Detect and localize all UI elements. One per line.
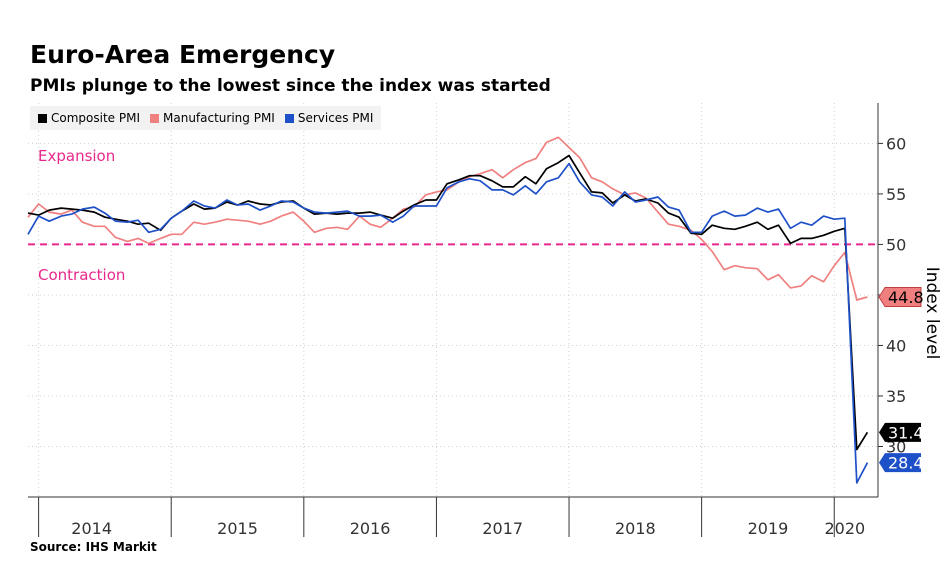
legend-item: Composite PMI xyxy=(38,111,140,125)
end-label-text: 28.4 xyxy=(888,454,924,473)
chart-subtitle: PMIs plunge to the lowest since the inde… xyxy=(30,76,551,96)
y-tick-label: 40 xyxy=(886,336,906,355)
end-label-text: 44.8 xyxy=(888,288,924,307)
legend-item: Services PMI xyxy=(284,111,374,125)
series-line-composite-pmi xyxy=(27,154,869,451)
legend-label: Services PMI xyxy=(297,111,374,125)
y-tick-label: 60 xyxy=(886,134,906,153)
end-label-services-pmi: 28.4 xyxy=(879,453,924,473)
end-label-composite-pmi: 31.4 xyxy=(879,422,924,442)
y-tick-label: 55 xyxy=(886,185,906,204)
legend-label: Manufacturing PMI xyxy=(163,111,275,125)
end-label-text: 31.4 xyxy=(888,423,924,442)
legend-swatch xyxy=(38,113,47,123)
end-labels: 31.4 44.8 28.4 xyxy=(878,286,924,473)
axes: 3035404550556020142015201620172018201920… xyxy=(28,103,906,538)
source-note: Source: IHS Markit xyxy=(30,540,157,554)
legend-swatch xyxy=(284,113,294,123)
expansion-label: Expansion xyxy=(38,147,116,165)
end-label-box xyxy=(879,422,921,442)
legend-label: Composite PMI xyxy=(51,111,140,125)
end-label-manufacturing-pmi: 44.8 xyxy=(878,286,924,307)
legend-swatch xyxy=(150,113,159,123)
y-tick-label: 30 xyxy=(886,437,906,456)
series-line-manufacturing-pmi xyxy=(27,136,868,301)
series-lines xyxy=(27,136,869,484)
y-tick-label: 50 xyxy=(886,235,906,254)
x-tick-label: 2020 xyxy=(824,519,865,538)
x-tick-label: 2019 xyxy=(748,519,789,538)
x-tick-label: 2017 xyxy=(482,519,523,538)
contraction-label: Contraction xyxy=(38,266,126,284)
x-tick-label: 2015 xyxy=(217,519,258,538)
chart-title: Euro-Area Emergency xyxy=(30,40,336,69)
y-axis-label: Index level xyxy=(922,267,942,360)
x-tick-label: 2018 xyxy=(615,519,656,538)
legend-item: Manufacturing PMI xyxy=(150,111,275,125)
grid xyxy=(28,103,878,497)
series-line-services-pmi xyxy=(27,162,869,484)
end-label-box xyxy=(879,453,921,473)
y-tick-label: 35 xyxy=(886,387,906,406)
legend: Composite PMI Manufacturing PMI Services P… xyxy=(30,106,382,130)
x-tick-label: 2014 xyxy=(71,519,112,538)
end-label-box xyxy=(878,286,922,307)
x-tick-label: 2016 xyxy=(350,519,391,538)
